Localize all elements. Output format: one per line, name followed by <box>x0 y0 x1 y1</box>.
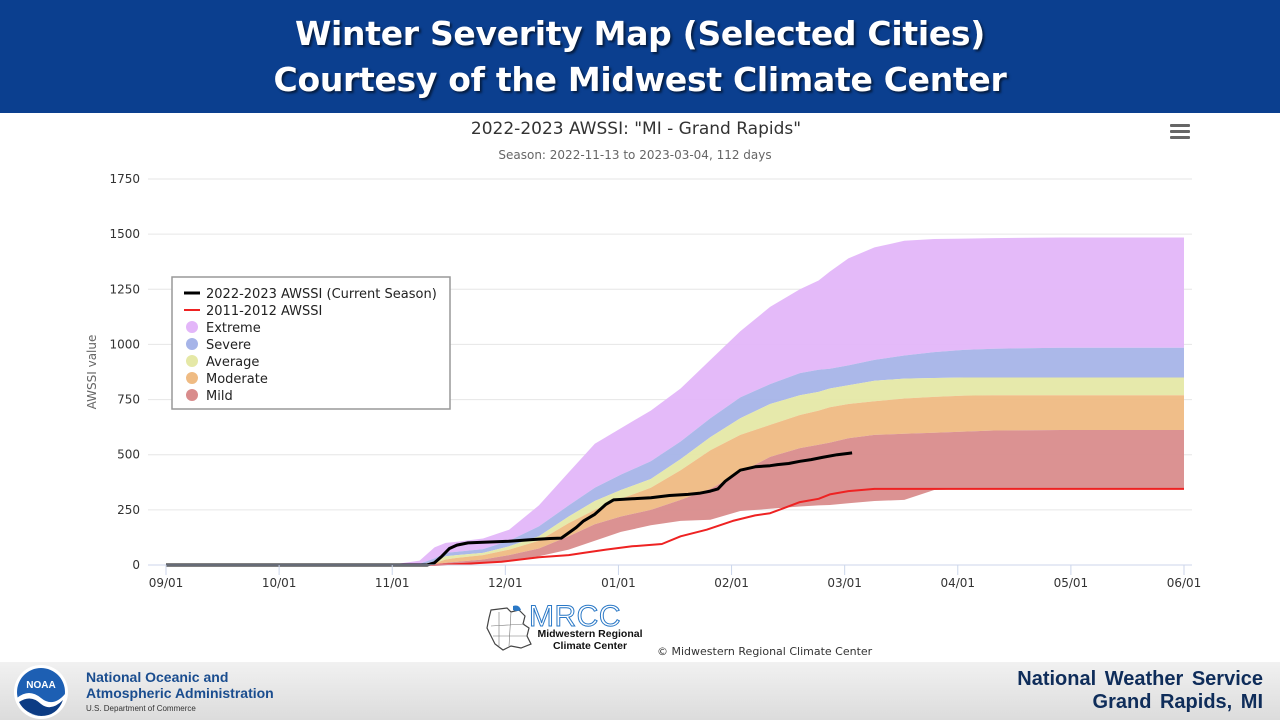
legend-swatch-moderate <box>186 372 198 384</box>
x-tick-label: 12/01 <box>488 576 523 590</box>
legend-swatch-mild <box>186 389 198 401</box>
legend-item-label: Extreme <box>206 321 261 336</box>
band-average <box>166 377 1184 565</box>
x-tick-label: 02/01 <box>714 576 749 590</box>
y-tick-label: 250 <box>117 503 140 517</box>
y-tick-label: 750 <box>117 393 140 407</box>
noaa-logo-text: NOAA <box>26 680 55 691</box>
chart-title: 2022-2023 AWSSI: "MI - Grand Rapids" <box>471 119 801 139</box>
data-series <box>166 451 1184 567</box>
y-axis-label: AWSSI value <box>85 335 99 410</box>
legend-item-label: Mild <box>206 389 233 404</box>
title-banner: Winter Severity Map (Selected Cities) Co… <box>0 0 1280 113</box>
legend-swatch-extreme <box>186 321 198 333</box>
midwest-map-icon <box>486 605 532 651</box>
series-2011-2012 <box>166 487 1184 566</box>
noaa-logo-icon: NOAA <box>14 665 68 719</box>
noaa-line3: U.S. Department of Commerce <box>86 704 196 713</box>
legend-item-label: 2011-2012 AWSSI <box>206 304 322 319</box>
y-tick-label: 1250 <box>109 282 140 296</box>
x-tick-label: 01/01 <box>601 576 636 590</box>
nws-line2: Grand Rapids, MI <box>1092 691 1263 713</box>
legend-item-label: Average <box>206 355 259 370</box>
x-tick-label: 06/01 <box>1167 576 1202 590</box>
noaa-line1: National Oceanic and <box>86 669 229 685</box>
legend-item-label: Moderate <box>206 372 268 387</box>
band-mild <box>166 430 1184 565</box>
legend-swatch-severe <box>186 338 198 350</box>
band-extreme <box>166 237 1184 565</box>
band-severe <box>166 347 1184 565</box>
severity-bands <box>166 237 1184 565</box>
copyright-text: © Midwestern Regional Climate Center <box>657 645 873 658</box>
legend-item-label: Severe <box>206 338 251 353</box>
y-tick-label: 1500 <box>109 227 140 241</box>
legend-swatch-average <box>186 355 198 367</box>
mrcc-logo: MRCC Midwestern Regional Climate Center <box>485 600 655 656</box>
band-moderate <box>166 395 1184 565</box>
x-tick-label: 03/01 <box>827 576 862 590</box>
y-tick-label: 1000 <box>109 337 140 351</box>
y-tick-label: 1750 <box>109 172 140 186</box>
y-tick-label: 500 <box>117 448 140 462</box>
noaa-name-block: National Oceanic and Atmospheric Adminis… <box>86 669 274 713</box>
footer-bar <box>0 662 1280 720</box>
banner-title-line2: Courtesy of the Midwest Climate Center <box>273 59 1007 99</box>
awssi-chart: 0 250 500 750 1000 1250 1500 1750 09/01 10/01 11/… <box>85 119 1202 590</box>
x-tick-label: 10/01 <box>262 576 297 590</box>
axes: 09/01 10/01 11/01 12/01 01/01 02/01 03/01 04/01… <box>148 564 1202 590</box>
legend-item-label: 2022-2023 AWSSI (Current Season) <box>206 287 437 302</box>
chart-subtitle: Season: 2022-11-13 to 2023-03-04, 112 da… <box>498 148 771 162</box>
x-tick-label: 05/01 <box>1054 576 1089 590</box>
nws-office-block: National Weather Service Grand Rapids, M… <box>1017 668 1263 714</box>
legend-box <box>171 276 451 410</box>
mrcc-line2: Climate Center <box>552 640 628 652</box>
mrcc-logo-word: MRCC <box>529 600 622 634</box>
chart-legend: 2022-2023 AWSSI (Current Season) 2011-201… <box>171 276 451 410</box>
noaa-line2: Atmospheric Administration <box>86 685 274 701</box>
x-tick-label: 11/01 <box>375 576 410 590</box>
mrcc-line1: Midwestern Regional <box>537 628 643 640</box>
y-tick-label: 0 <box>132 558 140 572</box>
series-current-season <box>166 451 853 567</box>
x-tick-label: 04/01 <box>940 576 975 590</box>
hamburger-menu-icon[interactable] <box>1170 124 1190 140</box>
mrcc-logo-subtitle: Midwestern Regional Climate Center <box>525 628 655 652</box>
banner-title-line1: Winter Severity Map (Selected Cities) <box>294 13 986 53</box>
nws-line1: National Weather Service <box>1017 668 1263 690</box>
x-tick-label: 09/01 <box>149 576 184 590</box>
